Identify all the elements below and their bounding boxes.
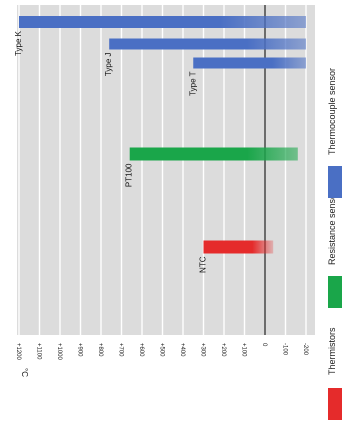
bar-label: Type J	[104, 53, 113, 77]
bars: Type K Type J Type T PT100 NTC	[14, 16, 306, 273]
tick-label: +1000	[56, 343, 62, 361]
tick-label: +1100	[36, 343, 42, 360]
tick-label: +900	[77, 343, 83, 357]
tick-label: +600	[138, 343, 144, 357]
unit-label: °C	[20, 368, 29, 377]
legend-label: Thermocouple sensor	[327, 68, 337, 155]
tick-label: +800	[97, 343, 103, 357]
tick-label: +100	[241, 343, 247, 357]
tick-label: 0	[261, 343, 267, 347]
legend-label: Thermistors	[327, 327, 337, 375]
tick-label: +200	[220, 343, 226, 357]
tick-label: +1200	[15, 343, 21, 361]
bar-label: Type T	[188, 71, 197, 95]
bar-type-j	[109, 38, 306, 50]
bar-label: NTC	[199, 256, 208, 273]
bar-type-k	[19, 16, 306, 28]
legend-swatch	[328, 166, 342, 198]
bar-ntc	[203, 240, 274, 254]
tick-label: -200	[302, 343, 308, 356]
plot-area	[17, 5, 315, 335]
tick-label: +300	[200, 343, 206, 357]
legend-swatch	[328, 388, 342, 420]
tick-label: +500	[159, 343, 165, 357]
tick-label: +400	[179, 343, 185, 357]
bar-type-t	[193, 57, 306, 69]
legend-swatch	[328, 276, 342, 308]
legend-label: Resistance sensor	[327, 191, 337, 265]
tick-label: +700	[118, 343, 124, 357]
bar-pt100	[129, 147, 298, 161]
tick-label: -100	[282, 343, 288, 356]
bar-label: Type K	[14, 30, 23, 56]
axis-ticks: +1200 +1100 +1000 +900 +800 +700 +600 +500 +400 +…	[15, 343, 308, 361]
legend: Thermistors Resistance sensor Thermocouple…	[327, 68, 342, 420]
bar-label: PT100	[125, 163, 134, 187]
